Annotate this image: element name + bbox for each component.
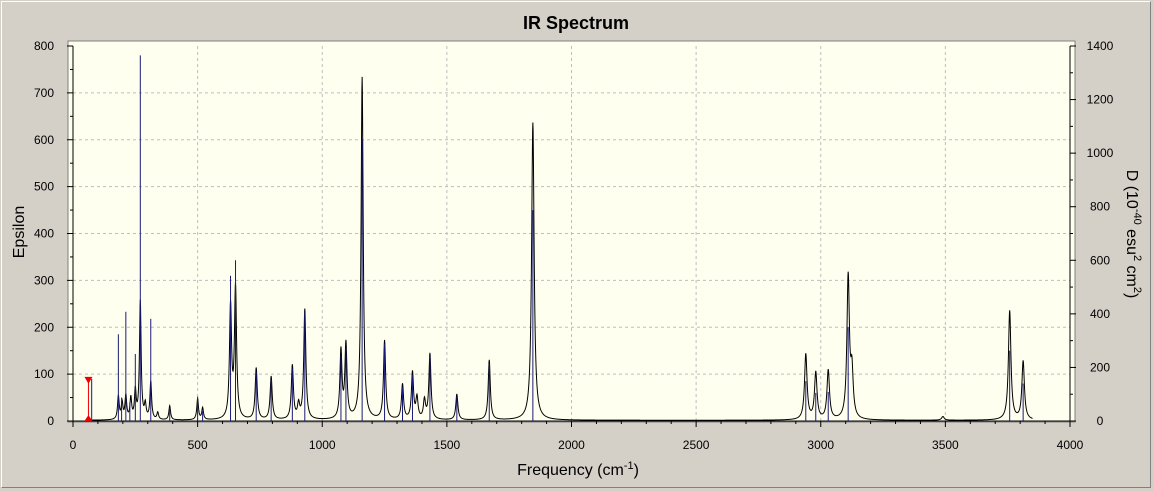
y2-label-part: esu [1123, 225, 1140, 255]
x-tick-label: 2500 [683, 438, 710, 452]
y2-tick-label: 400 [1090, 307, 1110, 321]
y-tick-label: 700 [34, 86, 54, 100]
spectrum-line [87, 76, 1033, 421]
x-tick-label: 1000 [309, 438, 336, 452]
y-tick-label: 0 [47, 414, 54, 428]
y-tick-label: 200 [34, 320, 54, 334]
y2-tick-label: 0 [1097, 414, 1104, 428]
x-tick-label: 3000 [807, 438, 834, 452]
x-tick-label: 3500 [932, 438, 959, 452]
y2-label-part: D (10 [1123, 170, 1140, 209]
y2-tick-label: 1000 [1087, 146, 1114, 160]
y2-label-part: cm [1123, 261, 1140, 287]
y2-label-part: -40 [1131, 209, 1143, 225]
y2-label-part: ) [1123, 293, 1140, 298]
axis-labels: Frequency (cm-1) Epsilon D (10-40 esu2 c… [11, 170, 1143, 479]
x-axis-label: Frequency (cm-1) [517, 460, 639, 479]
y2-tick-label: 200 [1090, 360, 1110, 374]
x-tick-label: 0 [70, 438, 77, 452]
y2-tick-label: 1200 [1087, 93, 1114, 107]
axes: 0 500 1000 1500 2000 2500 3000 3500 400001002003… [34, 39, 1114, 452]
y-tick-label: 600 [34, 133, 54, 147]
y2-label-part: 2 [1131, 255, 1143, 261]
y2-tick-label: 600 [1090, 253, 1110, 267]
x-tick-label: 2000 [558, 438, 585, 452]
y2-tick-label: 800 [1090, 200, 1110, 214]
y2-axis-label: D (10-40 esu2 cm2) [1123, 170, 1143, 299]
y-tick-label: 800 [34, 39, 54, 53]
y-tick-label: 300 [34, 273, 54, 287]
y-tick-label: 500 [34, 180, 54, 194]
y-axis-label: Epsilon [11, 206, 28, 258]
y2-label-part: 2 [1131, 287, 1143, 293]
x-tick-label: 4000 [1057, 438, 1084, 452]
marker-top-triangle [84, 376, 93, 384]
chart-title: IR Spectrum [523, 13, 629, 33]
y-tick-label: 400 [34, 227, 54, 241]
grid [73, 46, 1070, 421]
y2-tick-label: 1400 [1087, 39, 1114, 53]
marker-bottom-triangle [84, 415, 93, 421]
x-tick-label: 500 [188, 438, 208, 452]
x-tick-label: 1500 [434, 438, 461, 452]
series-layer [84, 55, 1033, 421]
y-tick-label: 100 [34, 367, 54, 381]
